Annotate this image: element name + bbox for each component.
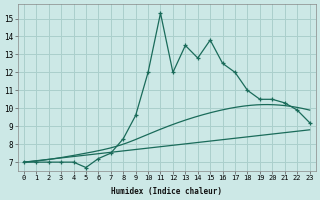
X-axis label: Humidex (Indice chaleur): Humidex (Indice chaleur) [111, 187, 222, 196]
